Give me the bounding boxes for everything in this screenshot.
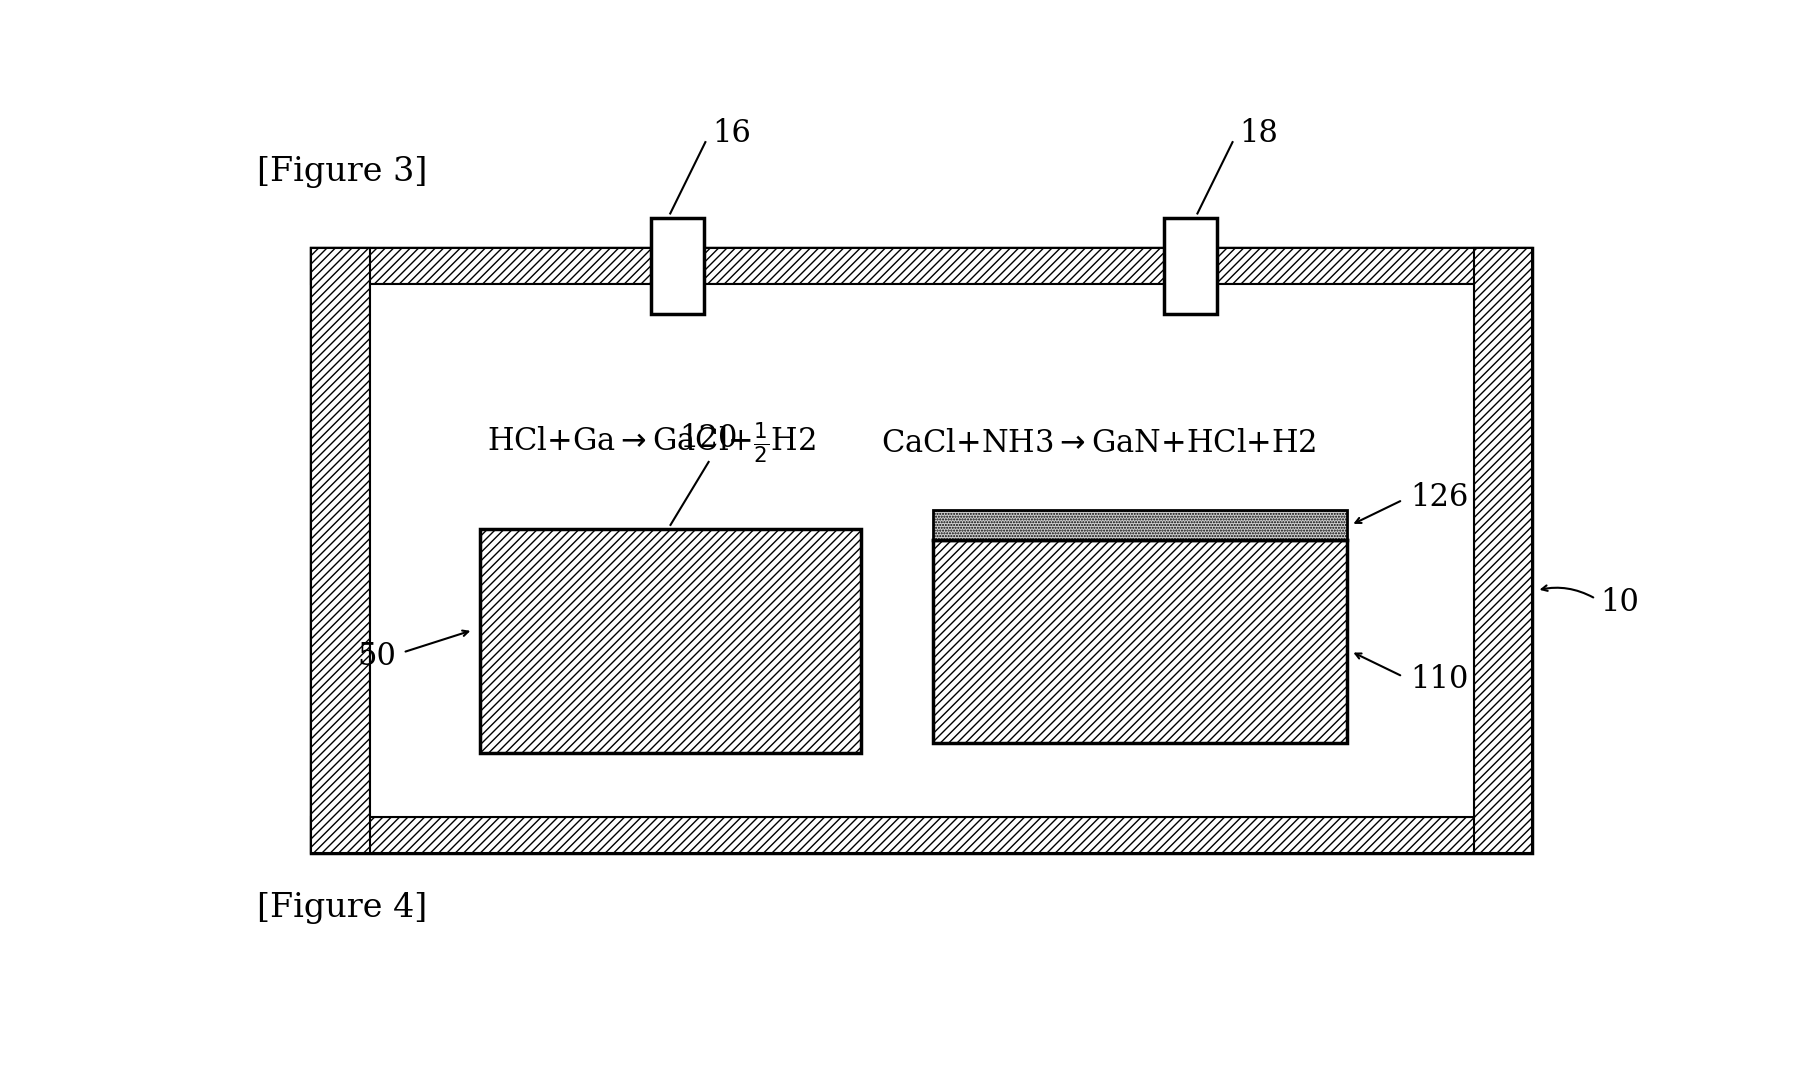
Bar: [933, 510, 1346, 540]
Bar: [651, 218, 703, 314]
Bar: [1163, 218, 1218, 314]
Text: 126: 126: [1410, 482, 1468, 513]
Text: 16: 16: [712, 118, 752, 149]
Bar: [933, 540, 1346, 742]
Text: CaCl+NH3$\rightarrow$GaN+HCl+H2: CaCl+NH3$\rightarrow$GaN+HCl+H2: [881, 428, 1316, 459]
Text: 10: 10: [1600, 588, 1638, 618]
Text: 50: 50: [357, 641, 395, 673]
Text: 18: 18: [1239, 118, 1279, 149]
Bar: [480, 529, 861, 753]
Bar: [312, 249, 370, 852]
Text: [Figure 3]: [Figure 3]: [257, 156, 428, 187]
Bar: [480, 529, 861, 753]
Bar: [933, 540, 1346, 742]
Text: HCl+Ga$\rightarrow$GaCl+$\frac{1}{2}$H2: HCl+Ga$\rightarrow$GaCl+$\frac{1}{2}$H2: [487, 421, 815, 467]
Bar: [370, 283, 1473, 818]
Bar: [1473, 249, 1533, 852]
Text: [Figure 4]: [Figure 4]: [257, 892, 428, 924]
Bar: [312, 818, 1533, 852]
Text: 110: 110: [1410, 664, 1468, 694]
Bar: [312, 249, 1533, 852]
Bar: [312, 249, 1533, 283]
Text: 120: 120: [680, 423, 737, 453]
Bar: [370, 283, 1473, 818]
